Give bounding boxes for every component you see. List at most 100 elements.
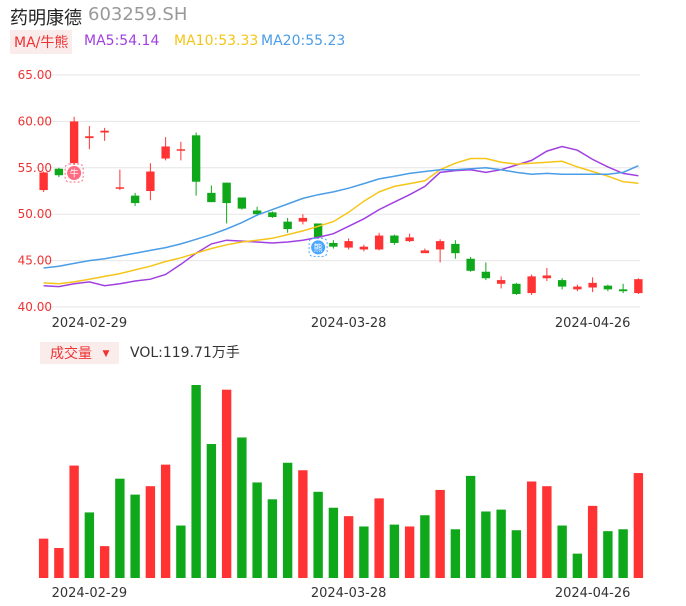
volume-bar [191,385,201,578]
volume-bar [511,530,522,578]
volume-bar [99,546,110,578]
y-tick-label: 60.00 [18,114,52,128]
x-tick-label: 2024-04-26 [555,316,631,331]
volume-date-axis-labels: 2024-02-29 2024-03-28 2024-04-26 [52,586,631,601]
candle-body [420,250,430,254]
candle-body [283,221,292,230]
candle-body [237,197,247,209]
ma10-legend: MA10:53.33 [174,33,259,49]
volume-bar [359,526,369,578]
volume-bar [69,465,79,578]
candle-body [451,243,460,254]
volume-bar [176,525,186,578]
candle-body [435,241,445,250]
candlesticks [39,116,643,295]
candle-body [298,217,308,222]
bull-bear-markers: 牛熊 [64,163,328,257]
marker-frame [64,163,84,183]
candle-body [374,235,384,250]
volume-bar [206,444,217,578]
candle-body [130,195,140,204]
candle-body [329,242,338,247]
volume-bar [420,515,430,578]
candle-body [222,182,231,204]
candle-body [313,223,323,238]
volume-bar [282,462,293,578]
volume-bar [313,491,323,578]
candle-body [542,275,552,279]
candle-body [466,258,475,271]
volume-bar [587,505,598,578]
ma20-legend: MA20:55.23 [261,33,346,49]
volume-bar [38,538,49,578]
candle-body [634,279,643,294]
volume-bar [145,486,156,578]
ma-line-ma5 [43,145,639,288]
candle-body [344,241,353,248]
candle-body [603,285,613,290]
volume-bar [435,489,445,578]
volume-bar [374,498,384,578]
volume-bar [572,553,583,578]
candle-body [207,192,216,203]
stock-code: 603259.SH [88,4,188,25]
volume-bar [633,473,644,578]
marker-frame [308,237,328,257]
candle-body [512,283,521,295]
volume-selector-label: 成交量 [50,346,92,362]
ma5-legend: MA5:54.14 [84,33,160,49]
candle-body [100,130,109,133]
candle-body [618,289,628,292]
volume-bar [130,494,140,578]
volume-bar [404,526,415,578]
candle-body [176,149,186,151]
volume-selector-button[interactable]: 成交量 ▼ [40,342,120,364]
candle-body [146,171,155,191]
stock-name: 药明康德 [10,8,82,29]
candle-body [85,136,94,139]
candle-body [191,135,201,182]
candle-body [54,168,64,176]
candle-body [405,237,414,242]
candle-body [115,187,125,189]
candle-body [252,210,262,215]
candle-body [481,271,491,279]
volume-value: VOL:119.71万手 [130,345,240,361]
candle-body [390,235,399,243]
ma-line-ma10 [43,157,639,285]
volume-bar [84,512,95,578]
volume-bar [389,524,400,578]
y-tick-label: 50.00 [18,207,52,221]
ma-line-ma20 [43,165,639,269]
volume-x-tick-label: 2024-03-28 [311,586,387,601]
ma-selector-button[interactable]: MA/牛熊 [10,30,73,54]
volume-bar [267,499,278,578]
volume-bar [298,470,308,578]
marker-label: 牛 [70,168,79,180]
bull-marker-icon [67,166,82,181]
price-gridlines [36,74,640,308]
chevron-down-icon: ▼ [102,349,110,359]
candle-body [161,146,170,159]
candle-body [557,280,567,287]
volume-bar [237,437,247,578]
volume-bar [557,525,567,578]
volume-bar [54,548,64,578]
candle-body [573,286,582,290]
volume-bar [542,486,552,578]
volume-bar [115,478,125,578]
y-tick-label: 55.00 [18,161,52,175]
volume-bar [481,511,491,578]
volume-x-tick-label: 2024-02-29 [52,586,128,601]
volume-bars [38,385,644,578]
y-tick-label: 65.00 [18,68,52,82]
candle-body [588,282,597,288]
volume-bar [526,481,537,578]
price-axis-labels: 65.00 60.00 55.00 50.00 45.00 40.00 [18,68,52,314]
volume-bar [221,389,232,578]
moving-average-lines [43,145,639,288]
volume-bar [618,529,628,578]
candle-body [359,246,369,250]
marker-label: 熊 [314,242,323,254]
